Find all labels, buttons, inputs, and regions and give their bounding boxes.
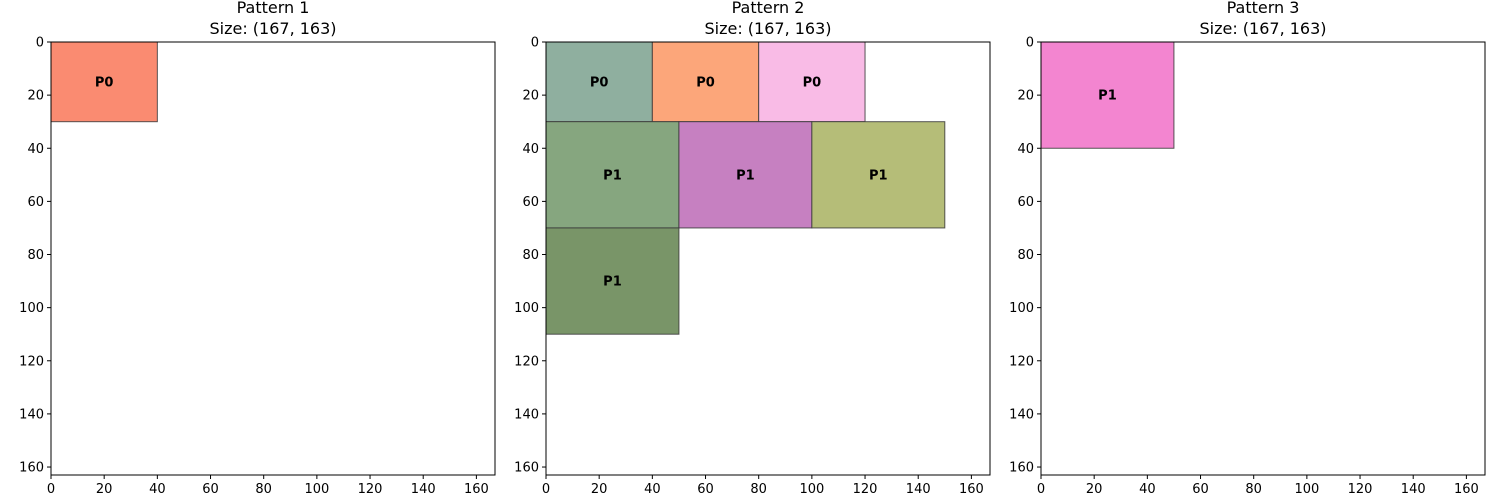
x-tick-label: 160 bbox=[1454, 482, 1479, 497]
panel-2: Pattern 2 Size: (167, 163) P0 P0 P0 P1 P1 P1 P1 0… bbox=[514, 0, 991, 497]
chart-title: Pattern 1 bbox=[237, 0, 310, 17]
piece-rect bbox=[811, 121, 946, 229]
y-tick-label: 40 bbox=[522, 142, 539, 157]
axes-frame bbox=[1040, 41, 1486, 476]
x-tick-label: 20 bbox=[1086, 482, 1103, 497]
x-tick-label: 120 bbox=[358, 482, 383, 497]
x-tick-label: 60 bbox=[202, 482, 219, 497]
x-tick-label: 0 bbox=[542, 482, 550, 497]
panel-3: Pattern 3 Size: (167, 163) P1 0 20 40 60 80 100 1… bbox=[1009, 0, 1486, 497]
y-tick-label: 140 bbox=[1009, 407, 1034, 422]
y-tick-label: 40 bbox=[27, 142, 44, 157]
piece-label: P0 bbox=[803, 75, 822, 90]
x-tick-label: 0 bbox=[47, 482, 55, 497]
panel-1: Pattern 1 Size: (167, 163) P0 0 20 40 60 80 100 1… bbox=[19, 0, 496, 497]
x-tick-label: 160 bbox=[959, 482, 984, 497]
x-tick-label: 40 bbox=[644, 482, 661, 497]
x-tick-label: 140 bbox=[906, 482, 931, 497]
y-tick-label: 100 bbox=[1009, 301, 1034, 316]
chart-title: Pattern 2 bbox=[732, 0, 805, 17]
y-tick-label: 60 bbox=[522, 195, 539, 210]
piece-label: P0 bbox=[590, 75, 609, 90]
chart-subtitle: Size: (167, 163) bbox=[1199, 19, 1326, 38]
y-tick-label: 80 bbox=[522, 248, 539, 263]
y-tick-label: 160 bbox=[1009, 461, 1034, 476]
chart-title: Pattern 3 bbox=[1227, 0, 1300, 17]
y-tick-label: 120 bbox=[1009, 354, 1034, 369]
x-tick-label: 20 bbox=[96, 482, 113, 497]
y-tick-label: 60 bbox=[1017, 195, 1034, 210]
piece-rect bbox=[1040, 41, 1175, 149]
x-tick-label: 80 bbox=[255, 482, 272, 497]
x-tick-label: 100 bbox=[799, 482, 824, 497]
chart-subtitle: Size: (167, 163) bbox=[704, 19, 831, 38]
axes-frame bbox=[545, 41, 991, 476]
x-tick-label: 140 bbox=[411, 482, 436, 497]
piece-label: P1 bbox=[736, 168, 755, 183]
piece-rect bbox=[545, 121, 680, 229]
piece-label: P0 bbox=[696, 75, 715, 90]
x-tick-label: 20 bbox=[591, 482, 608, 497]
piece-label: P1 bbox=[1098, 89, 1117, 104]
x-tick-label: 100 bbox=[1294, 482, 1319, 497]
y-tick-label: 140 bbox=[19, 407, 44, 422]
x-tick-label: 60 bbox=[1192, 482, 1209, 497]
x-tick-label: 40 bbox=[1139, 482, 1156, 497]
y-tick-label: 140 bbox=[514, 407, 539, 422]
x-tick-label: 60 bbox=[697, 482, 714, 497]
piece-rect bbox=[651, 41, 760, 123]
piece-rect bbox=[50, 41, 158, 123]
y-tick-label: 0 bbox=[531, 36, 539, 51]
y-tick-label: 80 bbox=[27, 248, 44, 263]
x-tick-label: 100 bbox=[304, 482, 329, 497]
piece-label: P1 bbox=[603, 168, 622, 183]
piece-rect bbox=[678, 121, 813, 229]
x-tick-label: 80 bbox=[750, 482, 767, 497]
y-tick-label: 20 bbox=[522, 89, 539, 104]
y-tick-label: 0 bbox=[36, 36, 44, 51]
piece-label: P1 bbox=[603, 275, 622, 290]
x-tick-label: 0 bbox=[1037, 482, 1045, 497]
y-tick-label: 160 bbox=[19, 461, 44, 476]
y-tick-label: 60 bbox=[27, 195, 44, 210]
piece-label: P1 bbox=[869, 168, 888, 183]
piece-rect bbox=[545, 227, 680, 335]
y-tick-label: 120 bbox=[19, 354, 44, 369]
y-tick-label: 80 bbox=[1017, 248, 1034, 263]
chart-subtitle: Size: (167, 163) bbox=[209, 19, 336, 38]
y-tick-label: 160 bbox=[514, 461, 539, 476]
y-tick-label: 120 bbox=[514, 354, 539, 369]
x-tick-label: 160 bbox=[464, 482, 489, 497]
y-tick-label: 40 bbox=[1017, 142, 1034, 157]
y-tick-label: 20 bbox=[27, 89, 44, 104]
y-tick-label: 20 bbox=[1017, 89, 1034, 104]
y-tick-label: 0 bbox=[1026, 36, 1034, 51]
axes-frame bbox=[50, 41, 496, 476]
x-tick-label: 140 bbox=[1401, 482, 1426, 497]
x-tick-label: 40 bbox=[149, 482, 166, 497]
y-tick-label: 100 bbox=[19, 301, 44, 316]
x-tick-label: 120 bbox=[853, 482, 878, 497]
piece-rect bbox=[545, 41, 653, 123]
piece-label: P0 bbox=[95, 75, 114, 90]
x-tick-label: 120 bbox=[1348, 482, 1373, 497]
y-tick-label: 100 bbox=[514, 301, 539, 316]
x-tick-label: 80 bbox=[1245, 482, 1262, 497]
